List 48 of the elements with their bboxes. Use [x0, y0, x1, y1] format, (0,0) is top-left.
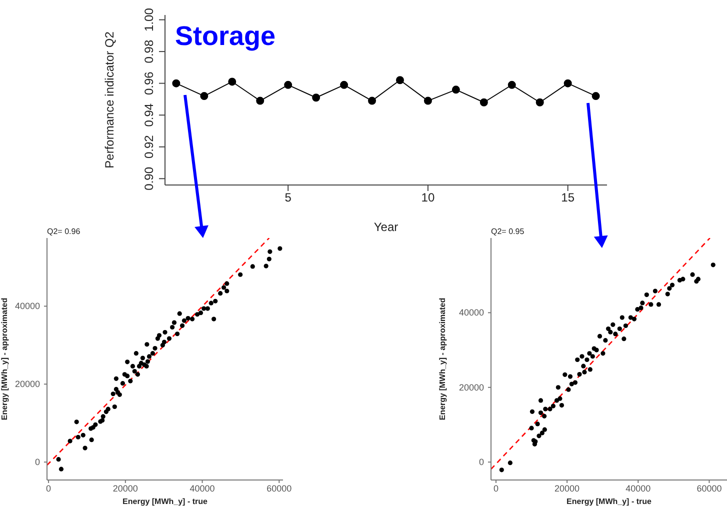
point: [368, 96, 376, 105]
x-axis-title: Year: [374, 220, 398, 234]
y-tick-label: 40000: [14, 301, 40, 312]
y-axis-title: Performance indicator Q2: [102, 31, 116, 168]
x-tick-label: 60000: [696, 483, 722, 494]
y-tick-label: 0.98: [142, 40, 156, 64]
point: [592, 92, 600, 100]
point: [396, 76, 404, 84]
y-axis-title: Energy [MWh_y] - approximated: [438, 298, 447, 420]
y-tick-label: 0.94: [142, 103, 156, 127]
y-tick-label: 0: [34, 457, 40, 468]
chart-title: Storage: [175, 21, 276, 51]
y-tick-label: 0.90: [142, 166, 156, 190]
point: [228, 78, 236, 86]
point: [536, 98, 544, 106]
point: [508, 80, 516, 89]
point: [340, 80, 348, 89]
y-tick-label: 1.00: [142, 8, 156, 32]
point: [424, 96, 432, 105]
y-axis-title: Energy [MWh_y] - approximated: [0, 298, 9, 420]
point: [172, 79, 180, 88]
x-tick-label: 40000: [626, 483, 651, 494]
point: [480, 98, 488, 106]
y-tick-label: 0.92: [142, 134, 156, 159]
x-tick-label: 15: [561, 190, 575, 205]
y-tick-label: 20000: [14, 379, 40, 390]
point: [564, 79, 572, 88]
y-tick-label: 0.96: [142, 71, 156, 95]
point: [312, 94, 320, 102]
y-tick-label: 20000: [458, 382, 484, 392]
x-tick-label: 60000: [266, 483, 292, 494]
chart-title: Q2= 0.95: [491, 226, 524, 238]
x-tick-label: 0: [493, 483, 498, 494]
point: [256, 96, 264, 105]
x-tick-label: 5: [284, 190, 292, 205]
point: [452, 86, 460, 94]
x-axis-title: Energy [MWh_y] - true: [122, 497, 208, 506]
y-tick-label: 0: [478, 457, 484, 468]
point: [284, 80, 292, 89]
point: [200, 92, 208, 100]
x-tick-label: 10: [421, 190, 435, 205]
x-tick-label: 20000: [554, 483, 580, 494]
x-tick-label: 0: [46, 483, 52, 494]
x-tick-label: 20000: [112, 483, 138, 494]
y-tick-label: 40000: [458, 308, 484, 318]
chart-title: Q2= 0.96: [47, 226, 80, 238]
x-axis-title: Energy [MWh_y] - true: [566, 497, 652, 506]
x-tick-label: 40000: [190, 483, 215, 494]
